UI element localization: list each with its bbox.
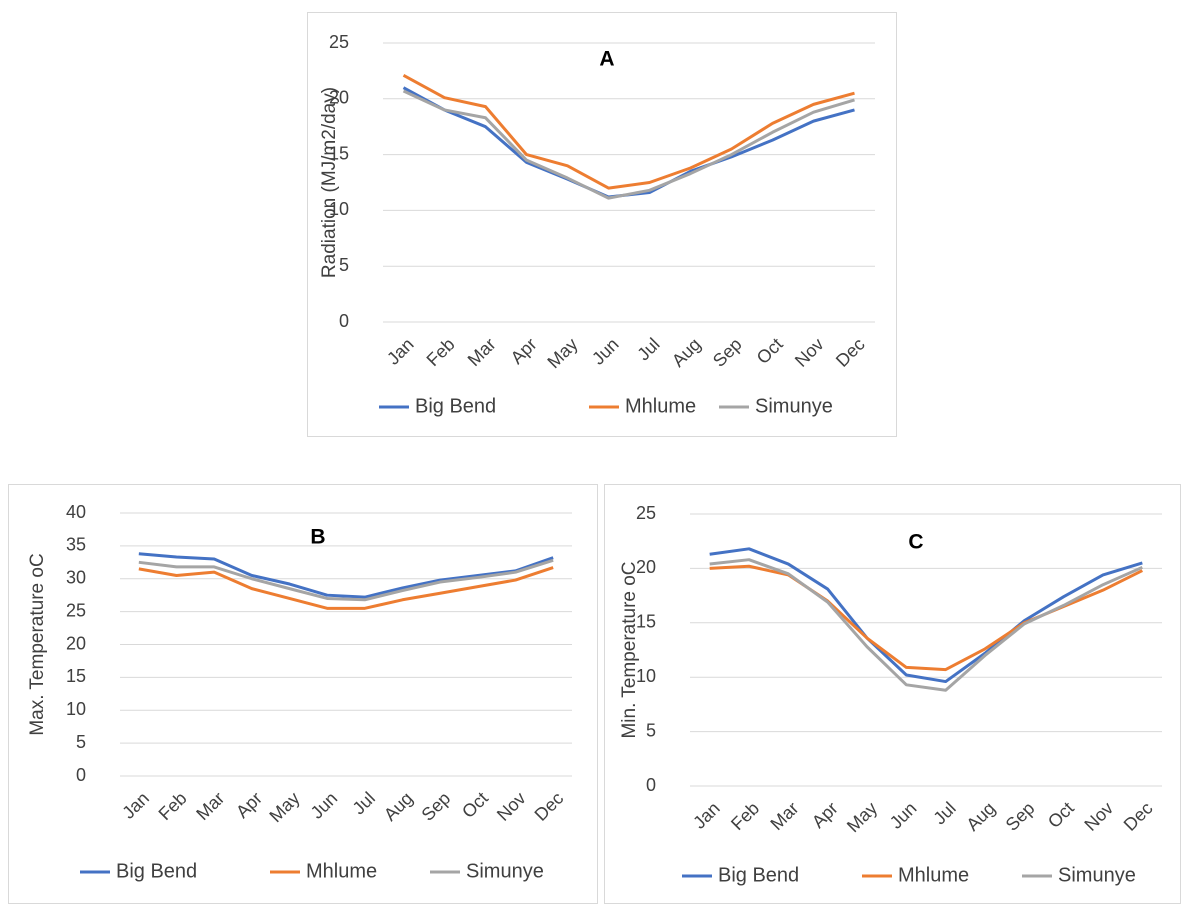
data-line: [138, 552, 554, 599]
y-tick-label: 0: [339, 311, 349, 331]
y-tick-label: 25: [636, 503, 656, 523]
y-tick-label: 40: [66, 502, 86, 522]
y-tick-label: 25: [329, 32, 349, 52]
chart-title: A: [599, 48, 614, 71]
legend-label: Big Bend: [415, 395, 496, 417]
y-tick-label: 20: [636, 557, 656, 577]
y-tick-label: 0: [646, 775, 656, 795]
legend-label: Big Bend: [718, 864, 799, 886]
legend-label: Big Bend: [116, 860, 197, 882]
y-tick-label: 35: [66, 535, 86, 555]
y-axis-label: Radiation (MJ/m2/day): [319, 87, 340, 278]
legend-label: Mhlume: [898, 864, 969, 886]
data-line: [402, 74, 855, 190]
y-axis-label: Max. Temperature oC: [27, 553, 48, 735]
legend-label: Simunye: [755, 395, 833, 417]
y-tick-label: 15: [66, 666, 86, 686]
y-tick-label: 10: [329, 199, 349, 219]
data-line: [709, 547, 1143, 684]
y-tick-label: 25: [66, 600, 86, 620]
chart-title: C: [908, 531, 923, 554]
y-tick-label: 10: [66, 699, 86, 719]
data-line: [709, 558, 1143, 692]
legend-label: Simunye: [466, 860, 544, 882]
y-tick-label: 15: [636, 612, 656, 632]
legend-label: Mhlume: [625, 395, 696, 417]
y-tick-label: 5: [339, 255, 349, 275]
y-tick-label: 5: [76, 732, 86, 752]
chart-border: [307, 12, 897, 437]
chart-title: B: [310, 526, 325, 549]
data-line: [709, 564, 1144, 672]
data-line: [138, 558, 554, 602]
data-line: [138, 566, 554, 610]
y-tick-label: 5: [646, 720, 656, 740]
y-tick-label: 10: [636, 666, 656, 686]
y-tick-label: 0: [76, 765, 86, 785]
y-tick-label: 20: [329, 88, 349, 108]
y-tick-label: 30: [66, 568, 86, 588]
legend-label: Mhlume: [306, 860, 377, 882]
y-tick-label: 15: [329, 143, 349, 163]
chart-border: [604, 484, 1181, 904]
y-axis-label: Min. Temperature oC: [619, 561, 640, 738]
y-tick-label: 20: [66, 633, 86, 653]
data-line: [402, 89, 855, 200]
chart-border: [8, 484, 598, 904]
legend-label: Simunye: [1058, 864, 1136, 886]
